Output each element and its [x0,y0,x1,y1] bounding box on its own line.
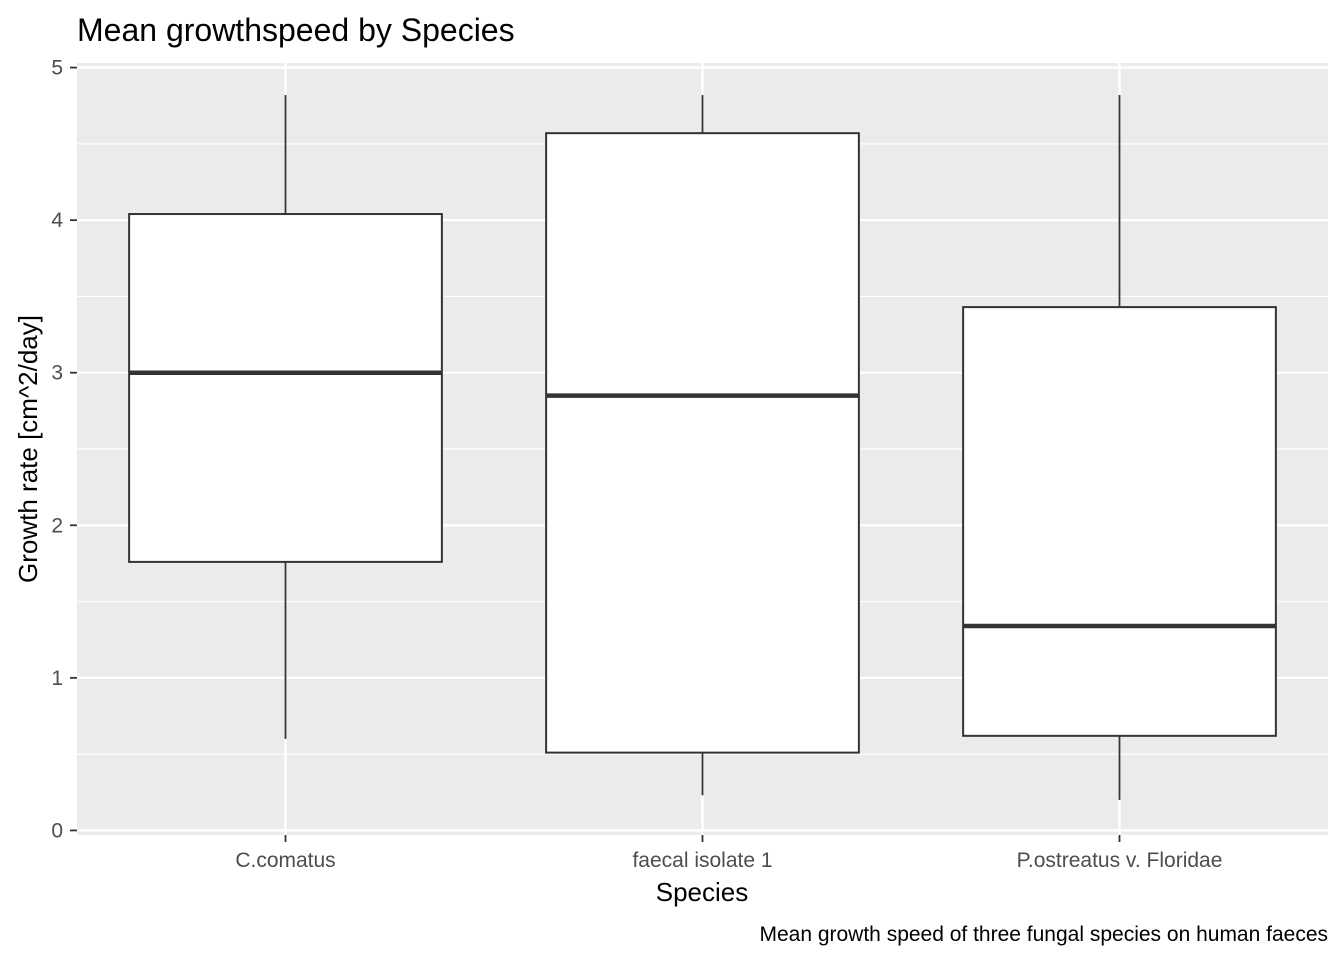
chart-caption: Mean growth speed of three fungal specie… [759,923,1328,946]
x-tick-label: P.ostreatus v. Floridae [1017,849,1223,872]
axes: 0 1 2 3 4 5 C.comatus faecal isolate 1 P.ostreat… [51,57,1222,872]
x-tick-label: faecal isolate 1 [632,849,772,872]
chart-title: Mean growthspeed by Species [77,12,515,48]
box-iqr [962,306,1277,737]
y-axis-title: Growth rate [cm^2/day] [13,315,43,583]
y-tick-label: 4 [51,209,63,232]
x-axis-title: Species [656,877,749,907]
box-iqr [128,213,443,563]
box-0 [128,95,443,739]
y-tick-label: 1 [51,667,63,690]
box-1 [545,95,860,796]
y-tick-label: 3 [51,362,63,385]
y-tick-label: 2 [51,514,63,537]
box-iqr [545,132,860,754]
y-tick-label: 0 [51,819,63,842]
boxes [128,95,1277,800]
y-tick-label: 5 [51,57,63,80]
box-2 [962,95,1277,800]
x-tick-label: C.comatus [235,849,335,872]
